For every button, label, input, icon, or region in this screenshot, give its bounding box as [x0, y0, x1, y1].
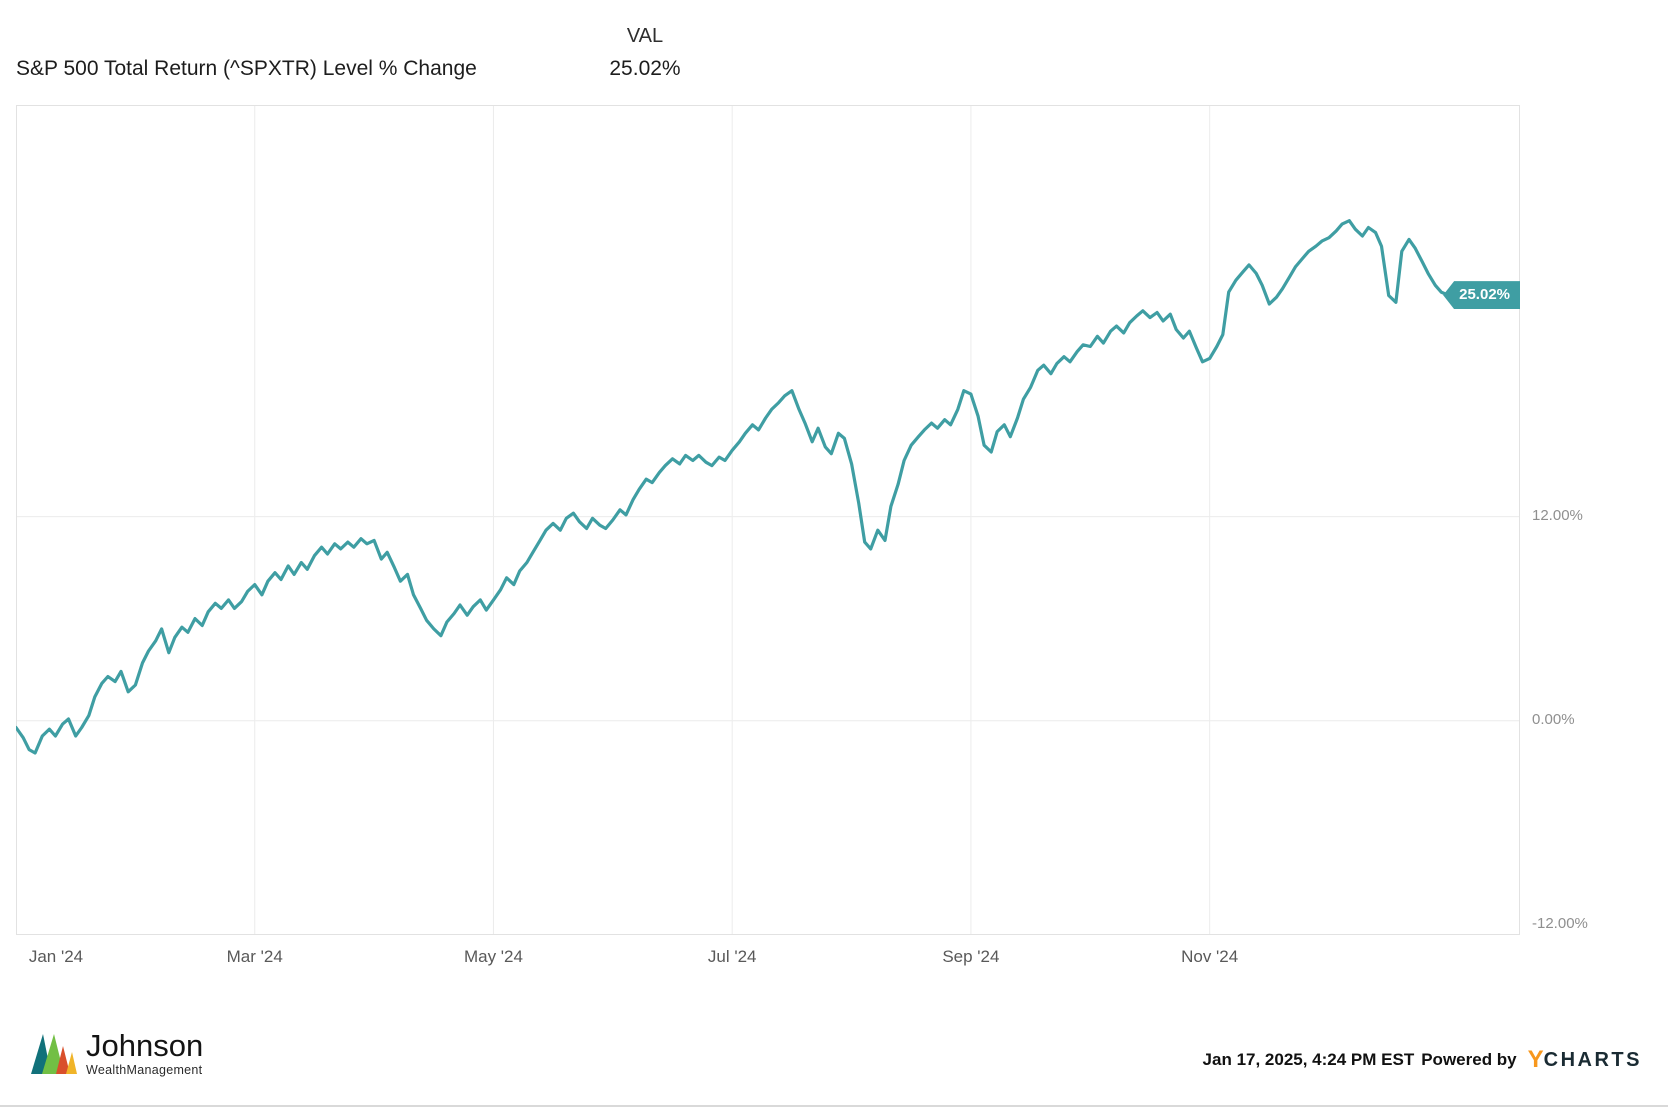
johnson-logo-icon: [31, 1033, 77, 1074]
last-value-flag: 25.02%: [1443, 281, 1520, 310]
plot-area: [16, 105, 1520, 935]
spxtr-series-line: [16, 219, 1451, 755]
ycharts-y-icon: Y: [1527, 1046, 1544, 1073]
wealth-management-label: WealthManagement: [86, 1063, 203, 1077]
y-axis: 12.00% 0.00% -12.00%: [1532, 105, 1652, 935]
val-column-header: VAL: [626, 25, 664, 47]
x-axis: Jan '24 Mar '24 May '24 Jul '24 Sep '24 Nov '…: [16, 947, 1520, 971]
johnson-wordmark: Johnson: [86, 1028, 204, 1063]
timestamp-text: Jan 17, 2025, 4:24 PM EST: [1202, 1050, 1415, 1069]
y-axis-label: 0.00%: [1532, 710, 1575, 728]
bottom-divider: [0, 1105, 1668, 1107]
johnson-logo: Johnson WealthManagement: [30, 1030, 203, 1077]
x-axis-label: Jan '24: [28, 947, 84, 966]
val-current-value: 25.02%: [609, 57, 681, 80]
powered-by-label: Powered by: [1421, 1050, 1517, 1069]
ycharts-logo: Y CHARTS: [1528, 1048, 1642, 1072]
y-axis-label: -12.00%: [1532, 914, 1588, 932]
y-axis-label: 12.00%: [1532, 506, 1583, 524]
x-axis-label: May '24: [463, 947, 523, 966]
chart-title: S&P 500 Total Return (^SPXTR) Level % Ch…: [16, 57, 477, 80]
chart-canvas: [16, 105, 1520, 935]
ycharts-wordmark: CHARTS: [1543, 1049, 1642, 1071]
plot-border: [16, 105, 1520, 935]
x-axis-label: Jul '24: [707, 947, 757, 966]
footer-attribution: Jan 17, 2025, 4:24 PM EST Powered by Y CH…: [1203, 1048, 1642, 1072]
x-axis-label: Mar '24: [226, 947, 283, 966]
x-axis-label: Sep '24: [942, 947, 1000, 966]
x-axis-label: Nov '24: [1181, 947, 1239, 966]
